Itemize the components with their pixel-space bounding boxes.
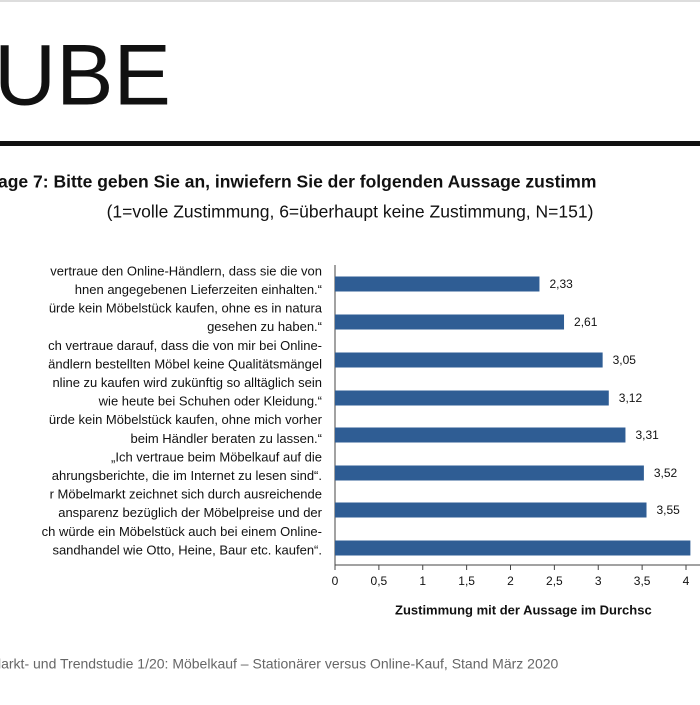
bar bbox=[335, 314, 565, 330]
category-label: ürde kein Möbelstück kaufen, ohne mich v… bbox=[49, 412, 323, 427]
bar bbox=[335, 276, 540, 292]
category-label: vertraue den Online-Händlern, dass sie d… bbox=[50, 263, 322, 278]
x-tick-label: 0 bbox=[332, 574, 339, 588]
x-tick-label: 3 bbox=[595, 574, 602, 588]
value-label: 3,05 bbox=[613, 353, 637, 367]
x-tick-label: 2 bbox=[507, 574, 514, 588]
bar bbox=[335, 465, 644, 481]
value-label: 3,52 bbox=[654, 466, 678, 480]
value-label: 3,31 bbox=[635, 428, 659, 442]
bar bbox=[335, 427, 626, 443]
chart-title: age 7: Bitte geben Sie an, inwiefern Sie… bbox=[0, 172, 596, 192]
category-label: ansparenz bezüglich der Möbelpreise und … bbox=[58, 505, 322, 520]
value-label: 3,55 bbox=[657, 503, 681, 517]
category-label: ahrungsberichte, die im Internet zu lese… bbox=[52, 468, 322, 483]
bar bbox=[335, 390, 609, 406]
value-label: 2,61 bbox=[574, 315, 598, 329]
chart-subtitle: (1=volle Zustimmung, 6=überhaupt keine Z… bbox=[107, 202, 594, 222]
value-label: 3,12 bbox=[619, 391, 643, 405]
header-rule bbox=[0, 141, 700, 146]
category-label: ändlern bestellten Möbel keine Qualitäts… bbox=[48, 356, 322, 371]
x-axis-title: Zustimmung mit der Aussage im Durchsc bbox=[395, 602, 652, 617]
bar bbox=[335, 502, 647, 518]
category-label: r Möbelmarkt zeichnet sich durch ausreic… bbox=[50, 487, 322, 502]
category-label: nline zu kaufen wird zukünftig so alltäg… bbox=[52, 375, 322, 390]
category-label: „Ich vertraue beim Möbelkauf auf die bbox=[111, 449, 322, 464]
category-label: ch vertraue darauf, dass die von mir bei… bbox=[48, 338, 322, 353]
x-tick-label: 2,5 bbox=[546, 574, 563, 588]
footer-text: larkt- und Trendstudie 1/20: Möbelkauf –… bbox=[0, 656, 559, 672]
category-label: gesehen zu haben.“ bbox=[207, 319, 322, 334]
x-tick-label: 1,5 bbox=[458, 574, 475, 588]
category-label: beim Händler beraten zu lassen.“ bbox=[131, 431, 323, 446]
x-tick-label: 3,5 bbox=[634, 574, 651, 588]
category-label: ch würde ein Möbelstück auch bei einem O… bbox=[42, 524, 322, 539]
bar bbox=[335, 540, 691, 556]
category-label: ürde kein Möbelstück kaufen, ohne es in … bbox=[49, 301, 323, 316]
x-tick-label: 4 bbox=[683, 574, 690, 588]
header-title: UBE bbox=[0, 28, 171, 124]
x-tick-label: 1 bbox=[419, 574, 426, 588]
value-label: 2,33 bbox=[549, 277, 573, 291]
x-tick-label: 0,5 bbox=[371, 574, 388, 588]
category-label: sandhandel wie Otto, Heine, Baur etc. ka… bbox=[52, 542, 322, 557]
category-label: hnen angegebenen Lieferzeiten einhalten.… bbox=[75, 282, 322, 297]
bar bbox=[335, 352, 603, 368]
category-label: wie heute bei Schuhen oder Kleidung.“ bbox=[98, 394, 322, 409]
